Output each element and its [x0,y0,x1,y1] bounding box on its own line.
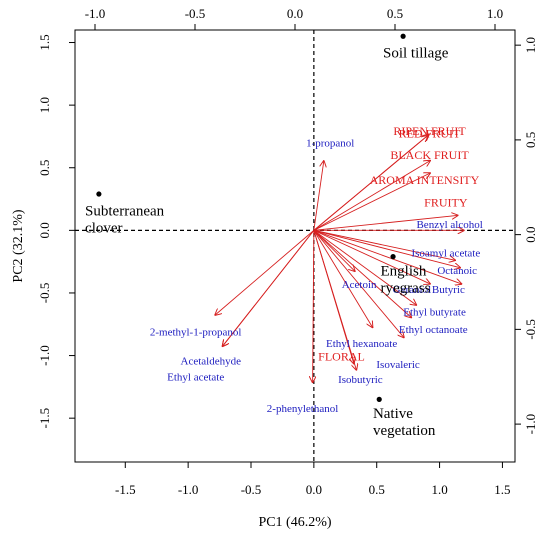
label-isovaleric: Isovaleric [376,359,419,371]
bottom-tick-label: -1.0 [178,482,199,497]
point-subterranean-clover [96,191,102,197]
left-tick-label: -0.5 [37,283,52,304]
label-red-fruit: RED FRUIT [399,127,461,141]
arrow-isovaleric [313,230,405,338]
point-soil-tillage [400,33,406,39]
arrow-isobutyric [313,230,357,370]
arrow-ethyl-butyrate [313,229,417,305]
top-tick-label: -0.5 [185,6,206,21]
label-butyric: Butyric [432,284,465,296]
arrow-fruity [313,215,459,231]
bottom-tick-label: 1.5 [494,482,510,497]
bottom-tick-label: -0.5 [241,482,262,497]
left-tick-label: 0.0 [37,222,52,238]
label-isobutyric: Isobutyric [338,374,383,386]
x-axis-title: PC1 (46.2%) [258,515,331,530]
label-benzyl-alcohol: Benzyl alcohol [416,219,482,231]
right-tick-label: -0.5 [523,319,538,340]
arrow-acetoin [313,230,355,271]
label-ethyl-acetate: Ethyl acetate [167,372,224,384]
label-floral: FLORAL [318,350,365,364]
arrow-ethyl-octanoate [313,230,412,318]
variable-arrows [215,134,465,383]
arrow-black-fruit [313,160,431,231]
bottom-tick-label: 0.5 [369,482,385,497]
top-tick-label: 0.0 [287,6,303,21]
arrow-ripen-fruit [313,135,428,231]
bottom-tick-label: 0.0 [306,482,322,497]
label-ethyl-butyrate: Ethyl butyrate [403,306,466,318]
label-2-phenylethanol: 2-phenylethanol [267,403,338,415]
point-label-native-vegetation: Native [373,406,413,422]
point-label-soil-tillage: Soil tillage [383,46,449,62]
arrow-geraniol [313,229,431,284]
right-tick-label: -1.0 [523,414,538,435]
arrow-butyric [313,229,462,284]
bottom-tick-label: -1.5 [115,482,136,497]
arrow-octanoic [313,229,461,268]
point-label-native-vegetation: vegetation [373,423,436,439]
y-axis-title: PC2 (32.1%) [11,209,26,282]
arrow-ethyl-hexanoate [313,230,373,328]
label-2-methyl-1-propanol: 2-methyl-1-propanol [150,327,242,339]
left-tick-label: 1.0 [37,97,52,113]
label-fruity: FRUITY [424,196,468,210]
left-tick-label: 1.5 [37,34,52,50]
axis-ticks: -1.5 -1.0 -0.5 0.0 0.5 1.0 1.5 -1.5 -1.0 -0.5 0.0 0… [37,6,538,497]
label-black-fruit: BLACK FRUIT [390,148,469,162]
point-label-subterranean-clover: Subterranean [85,203,165,219]
right-tick-label: 0.0 [523,227,538,243]
left-tick-label: 0.5 [37,160,52,176]
arrow-1-propanol [313,160,324,231]
label-1-propanol: 1-propanol [306,137,354,149]
top-tick-label: -1.0 [85,6,106,21]
bottom-tick-label: 1.0 [431,482,447,497]
right-tick-label: 0.5 [523,132,538,148]
top-tick-label: 0.5 [387,6,403,21]
arrow-2-phenylethanol [313,230,314,383]
label-ripen-fruit: RIPEN FRUIT [393,124,466,138]
label-acetoin: Acetoin [342,279,377,291]
arrow-2-methyl-1-propanol [215,230,315,315]
right-tick-label: 1.0 [523,37,538,53]
left-tick-label: -1.5 [37,408,52,429]
label-octanoic: Octanoic [437,265,477,277]
label-isoamyl-acetate: Isoamyl acetate [411,248,480,260]
point-label-english-ryegrass: English [380,263,426,279]
arrow-aroma-intensity [313,173,431,231]
label-ethyl-hexanoate: Ethyl hexanoate [326,338,397,350]
top-tick-label: 1.0 [487,6,503,21]
arrow-isoamyl-acetate [313,229,456,260]
label-aroma-intensity: AROMA INTENSITY [370,173,480,187]
label-ethyl-octanoate: Ethyl octanoate [399,324,468,336]
arrow-ethyl-acetate [222,230,315,346]
label-acetaldehyde: Acetaldehyde [181,355,242,367]
point-native-vegetation [376,396,382,402]
left-tick-label: -1.0 [37,345,52,366]
point-label-subterranean-clover: clover [85,220,122,236]
point-label-english-ryegrass: ryegrass [380,280,430,296]
label-geraniol: Geraniol [393,284,431,296]
point-english-ryegrass [390,254,396,260]
